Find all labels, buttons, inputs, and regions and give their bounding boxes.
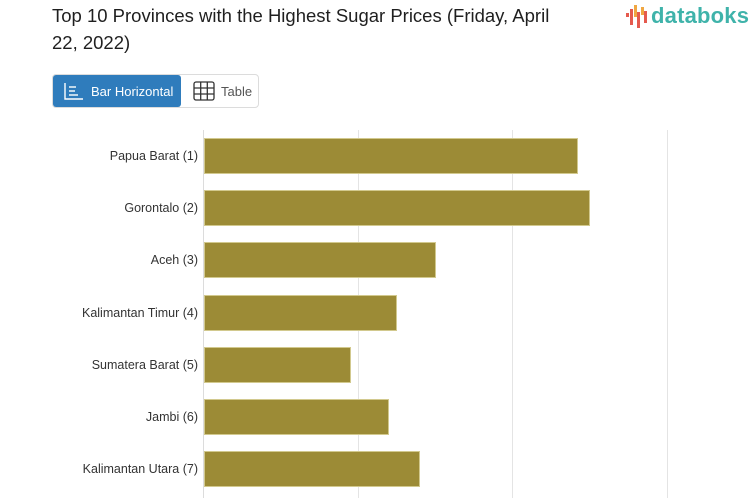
category-label: Aceh (3) — [150, 253, 198, 268]
category-label: Gorontalo (2) — [124, 201, 198, 216]
databoks-logo[interactable]: databoks — [624, 3, 749, 29]
bar-row: Kalimantan Timur (4) — [0, 294, 753, 331]
view-toggle: Bar Horizontal Table — [52, 74, 259, 108]
bar-horizontal-button[interactable]: Bar Horizontal — [53, 75, 181, 107]
bar[interactable] — [204, 190, 591, 227]
category-label: Papua Barat (1) — [109, 149, 198, 163]
table-grid-icon — [193, 81, 215, 101]
bar-row: Gorontalo (2) — [0, 190, 753, 227]
bar[interactable] — [204, 451, 421, 488]
category-label: Jambi (6) — [145, 410, 198, 424]
table-button[interactable]: Table — [181, 75, 252, 107]
bar[interactable] — [204, 138, 578, 174]
gridline — [666, 130, 668, 498]
gridline — [512, 130, 513, 498]
bar-row: Kalimantan Utara (7) — [0, 451, 753, 488]
bar[interactable] — [204, 399, 390, 435]
bar-horizontal-label: Bar Horizontal — [91, 83, 174, 99]
category-label: Kalimantan Utara (7) — [82, 462, 198, 477]
bar[interactable] — [204, 294, 398, 331]
bar-horizontal-icon — [64, 83, 83, 100]
bar-row: Aceh (3) — [0, 242, 753, 279]
bar-row: Sumatera Barat (5) — [0, 346, 753, 383]
category-label: Kalimantan Timur (4) — [81, 305, 198, 320]
category-label: Sumatera Barat (5) — [91, 357, 198, 372]
y-axis-line — [203, 130, 204, 498]
bar[interactable] — [204, 242, 436, 279]
databoks-bars-logo-icon — [624, 3, 650, 29]
chart-title: Top 10 Provinces with the Highest Sugar … — [52, 5, 550, 53]
bar[interactable] — [204, 346, 351, 383]
bar-row: Papua Barat (1) — [0, 138, 753, 174]
logo-text: databoks — [651, 3, 750, 28]
bar-row: Jambi (6) — [0, 399, 753, 435]
bar-chart: Papua Barat (1) Gorontalo (2) Aceh (3) Kali… — [0, 130, 753, 498]
table-label: Table — [221, 83, 253, 99]
